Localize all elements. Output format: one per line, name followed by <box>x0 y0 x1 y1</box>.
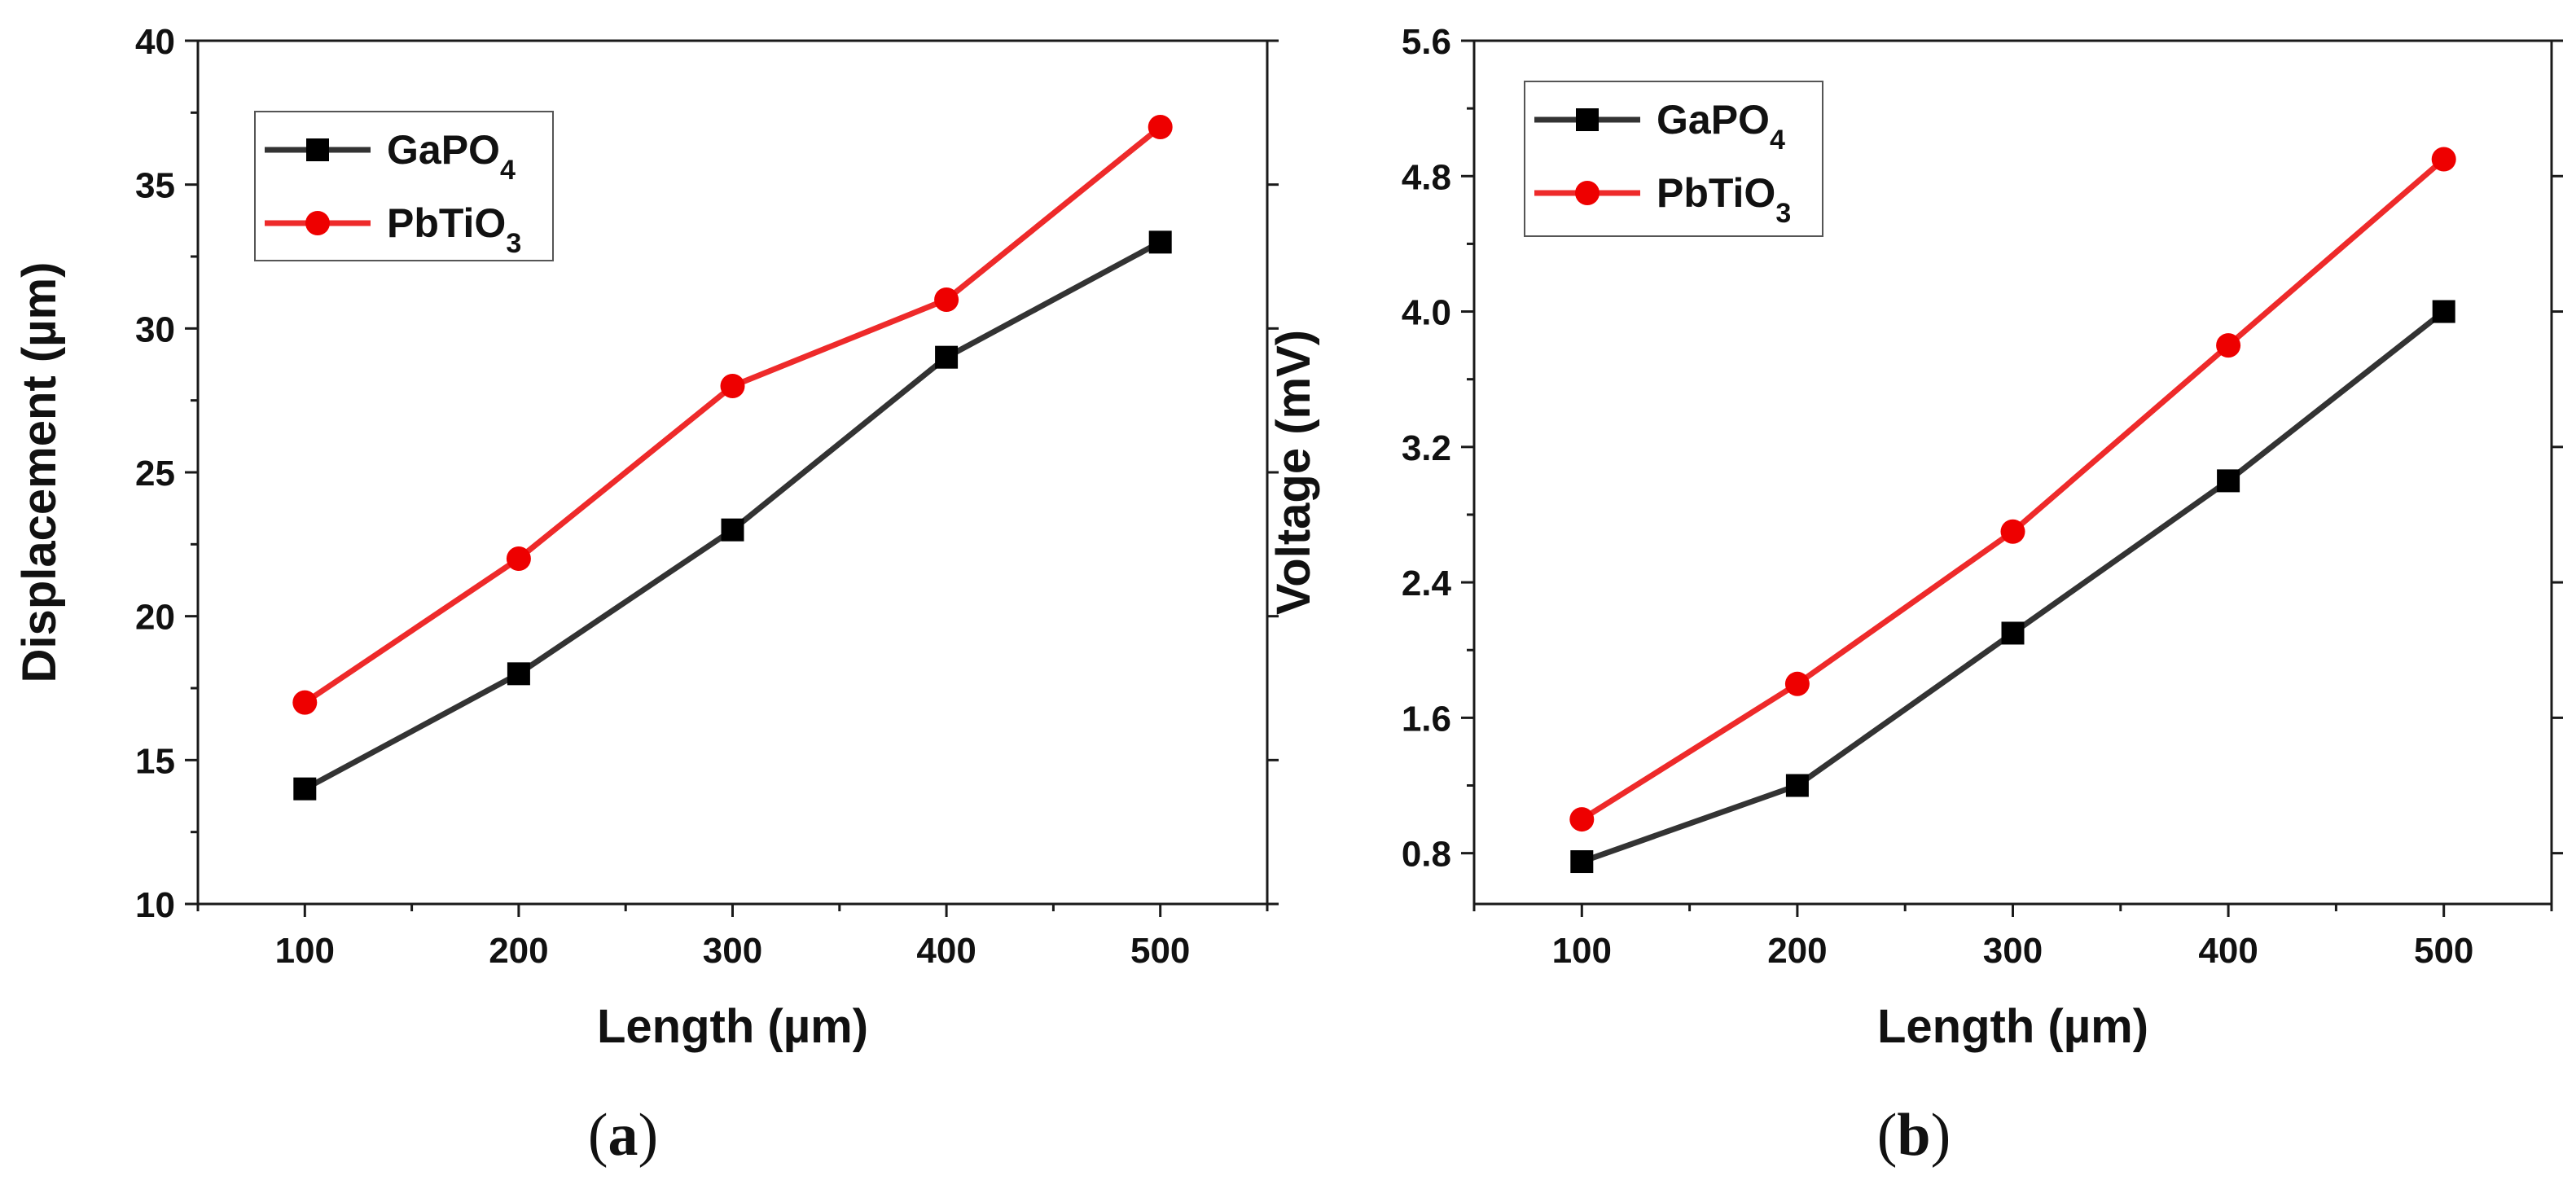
series-gapo4-point <box>2432 300 2455 323</box>
series-pbtio3-point <box>1569 807 1595 832</box>
series-pbtio3-point <box>1784 671 1810 696</box>
series-pbtio3-point <box>720 374 745 398</box>
x-tick-label: 300 <box>1983 931 2043 971</box>
series-gapo4-point <box>2217 469 2240 493</box>
legend-marker-pbtio3 <box>305 211 330 235</box>
y-tick-label: 30 <box>135 309 175 349</box>
series-gapo4-point <box>1570 850 1594 874</box>
series-gapo4-point <box>721 518 744 542</box>
series-gapo4-point <box>293 777 317 801</box>
panel-label: (a) <box>588 1102 658 1169</box>
y-tick-label: 3.2 <box>1402 428 1451 468</box>
series-gapo4-point <box>1785 774 1809 797</box>
x-tick-label: 100 <box>1552 931 1612 971</box>
x-tick-label: 500 <box>2414 931 2473 971</box>
x-axis-title: Length (µm) <box>597 1000 868 1053</box>
x-tick-label: 100 <box>275 931 335 971</box>
x-tick-label: 500 <box>1130 931 1190 971</box>
y-tick-label: 10 <box>135 885 175 925</box>
x-tick-label: 300 <box>703 931 762 971</box>
panel-label: (b) <box>1877 1102 1951 1169</box>
legend-label-pbtio3: PbTiO3 <box>1657 170 1791 229</box>
y-tick-label: 40 <box>135 22 175 62</box>
y-tick-label: 1.6 <box>1402 699 1451 739</box>
legend-label-pbtio3: PbTiO3 <box>387 200 521 259</box>
legend-label-gapo4: GaPO4 <box>387 127 516 186</box>
y-tick-label: 0.8 <box>1402 835 1451 875</box>
legend: GaPO4 PbTiO3 <box>254 111 554 261</box>
legend-box <box>254 111 554 261</box>
chart-panel-b: 100 200 300 400 500 0.8 1.6 2.4 3.2 4.0 4.8 5.6 Leng… <box>1267 22 2563 1169</box>
y-tick-label: 35 <box>135 166 175 206</box>
y-axis-title: Voltage (mV) <box>1267 330 1320 615</box>
series-gapo4-point <box>935 345 959 369</box>
legend-marker-pbtio3 <box>1575 181 1600 205</box>
series-pbtio3-point <box>506 546 531 571</box>
series-pbtio3-point <box>292 690 318 715</box>
legend-box <box>1524 81 1823 237</box>
series-gapo4-point <box>1148 230 1172 254</box>
x-tick-label: 400 <box>916 931 976 971</box>
y-tick-label: 4.0 <box>1402 293 1451 333</box>
legend: GaPO4 PbTiO3 <box>1524 81 1823 237</box>
series-pbtio3-point <box>1148 115 1173 139</box>
series-pbtio3-point <box>2431 147 2456 172</box>
y-tick-label: 15 <box>135 741 175 781</box>
x-axis-title: Length (µm) <box>1877 1000 2148 1053</box>
y-tick-label: 25 <box>135 454 175 494</box>
legend-label-gapo4: GaPO4 <box>1657 97 1785 156</box>
chart-panel-a: 100 200 300 400 500 10 15 20 25 30 35 40 Length (µm)… <box>13 22 1279 1169</box>
y-axis-title: Displacement (µm) <box>13 262 66 683</box>
x-tick-label: 200 <box>489 931 548 971</box>
x-tick-label: 400 <box>2198 931 2258 971</box>
legend-marker-gapo4 <box>306 138 329 161</box>
y-tick-label: 4.8 <box>1402 157 1451 197</box>
x-tick-label: 200 <box>1767 931 1827 971</box>
series-pbtio3-point <box>2216 333 2241 358</box>
series-gapo4-point <box>507 662 530 686</box>
y-tick-label: 2.4 <box>1402 564 1452 603</box>
series-pbtio3-point <box>934 287 959 312</box>
series-pbtio3-point <box>2000 519 2025 544</box>
series-gapo4-point <box>2001 621 2025 645</box>
y-tick-label: 5.6 <box>1402 22 1451 62</box>
y-tick-label: 20 <box>135 598 175 638</box>
legend-marker-gapo4 <box>1576 108 1599 131</box>
